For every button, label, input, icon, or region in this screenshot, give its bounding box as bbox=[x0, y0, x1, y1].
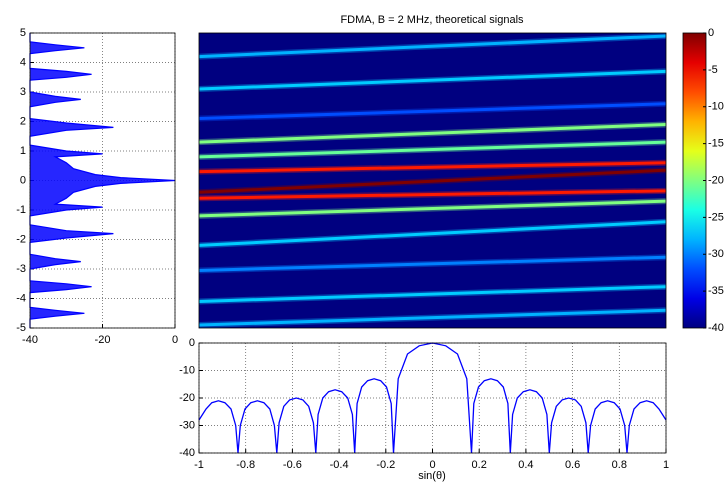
colorbar bbox=[682, 32, 707, 329]
y-tick-label: 1 bbox=[20, 145, 26, 157]
stripe bbox=[199, 220, 666, 247]
x-tick-label: 0.6 bbox=[565, 459, 580, 471]
stripe bbox=[199, 255, 666, 272]
y-tick-label: -20 bbox=[179, 392, 195, 404]
stripe bbox=[199, 140, 666, 159]
axes-frame bbox=[29, 32, 176, 329]
y-tick-label: 5 bbox=[20, 27, 26, 39]
y-tick-label: -30 bbox=[179, 419, 195, 431]
colorbar-tick-label: -35 bbox=[708, 285, 724, 297]
colorbar-tick-label: 0 bbox=[708, 27, 714, 39]
colorbar-tick-label: -40 bbox=[708, 322, 724, 334]
stripe bbox=[199, 69, 666, 91]
x-tick-label: 0.2 bbox=[472, 459, 487, 471]
y-tick-label: -3 bbox=[16, 263, 26, 275]
stripe bbox=[199, 285, 666, 303]
y-tick-label: 2 bbox=[20, 115, 26, 127]
y-tick-label: 4 bbox=[20, 56, 26, 68]
x-tick-label: -0.6 bbox=[283, 459, 302, 471]
colorbar-tick-label: -5 bbox=[708, 64, 718, 76]
stripe bbox=[199, 122, 666, 144]
heatmap bbox=[199, 33, 666, 328]
stripe bbox=[199, 189, 666, 200]
y-tick-label: -2 bbox=[16, 233, 26, 245]
colorbar-tick-label: -20 bbox=[708, 174, 724, 186]
x-tick-label: -0.4 bbox=[330, 459, 349, 471]
stripe bbox=[199, 34, 666, 59]
y-tick-label: 0 bbox=[189, 337, 195, 349]
stripe bbox=[199, 168, 666, 194]
x-tick-label: 0 bbox=[172, 334, 178, 346]
colorbar-tick-label: -30 bbox=[708, 248, 724, 260]
stripe bbox=[199, 102, 666, 121]
x-tick-label: 1 bbox=[663, 459, 669, 471]
x-tick-label: 0 bbox=[429, 459, 435, 471]
x-tick-label: -20 bbox=[95, 334, 111, 346]
x-tick-label: -0.2 bbox=[376, 459, 395, 471]
colorbar-tick-label: -15 bbox=[708, 138, 724, 150]
stripe bbox=[199, 199, 666, 218]
spectrum-area bbox=[30, 33, 175, 328]
x-tick-label: 0.8 bbox=[612, 459, 627, 471]
x-tick-label: -40 bbox=[22, 334, 38, 346]
stripe bbox=[199, 161, 666, 174]
x-tick-label: -0.8 bbox=[236, 459, 255, 471]
axes-frame bbox=[198, 342, 667, 454]
y-tick-label: 3 bbox=[20, 86, 26, 98]
y-tick-label: 0 bbox=[20, 174, 26, 186]
axes-frame bbox=[198, 32, 667, 329]
colorbar-tick-label: -10 bbox=[708, 101, 724, 113]
y-tick-label: -5 bbox=[16, 322, 26, 334]
y-tick-label: -1 bbox=[16, 204, 26, 216]
y-tick-label: -10 bbox=[179, 364, 195, 376]
y-tick-label: -40 bbox=[179, 447, 195, 459]
stripe bbox=[199, 308, 666, 327]
colorbar-tick-label: -25 bbox=[708, 211, 724, 223]
y-tick-label: -4 bbox=[16, 292, 26, 304]
x-tick-label: -1 bbox=[194, 459, 204, 471]
x-tick-label: 0.4 bbox=[518, 459, 533, 471]
chart-title: FDMA, B = 2 MHz, theoretical signals bbox=[340, 14, 524, 26]
x-axis-label: sin(θ) bbox=[418, 470, 446, 482]
